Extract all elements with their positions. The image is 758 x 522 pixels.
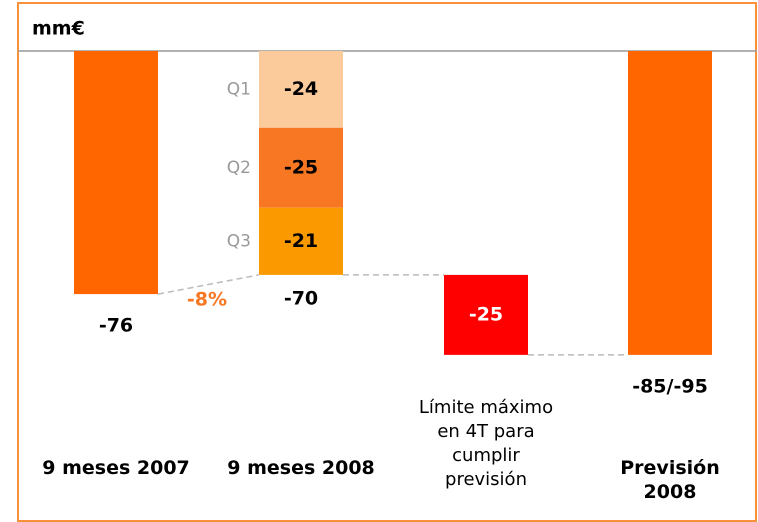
value-label: -25: [469, 303, 503, 325]
segment-label: -21: [284, 230, 318, 252]
segment-name: Q1: [227, 79, 251, 99]
bar: [628, 51, 712, 355]
segment-name: Q2: [227, 158, 251, 178]
segment-label: -25: [284, 156, 318, 178]
value-label: -76: [99, 315, 133, 337]
category-label: Límite máximo en 4T para cumplir previsi…: [418, 397, 554, 490]
annotation: -8%: [187, 289, 227, 311]
bar-segment: [259, 51, 343, 128]
category-label: 9 meses 2007: [42, 457, 190, 479]
segment-label: -24: [284, 78, 318, 100]
value-label: -85/-95: [632, 375, 708, 397]
category-label: Previsión 2008: [620, 457, 720, 503]
segment-name: Q3: [227, 231, 251, 251]
frame: [17, 2, 757, 522]
bar: [74, 51, 158, 295]
bar: [444, 274, 528, 355]
bar-segment: [259, 127, 343, 208]
chart-title: mm€: [32, 18, 85, 40]
connector: [157, 274, 260, 295]
total-label: -70: [284, 287, 318, 309]
category-label: 9 meses 2008: [227, 457, 375, 479]
bar-segment: [259, 207, 343, 275]
